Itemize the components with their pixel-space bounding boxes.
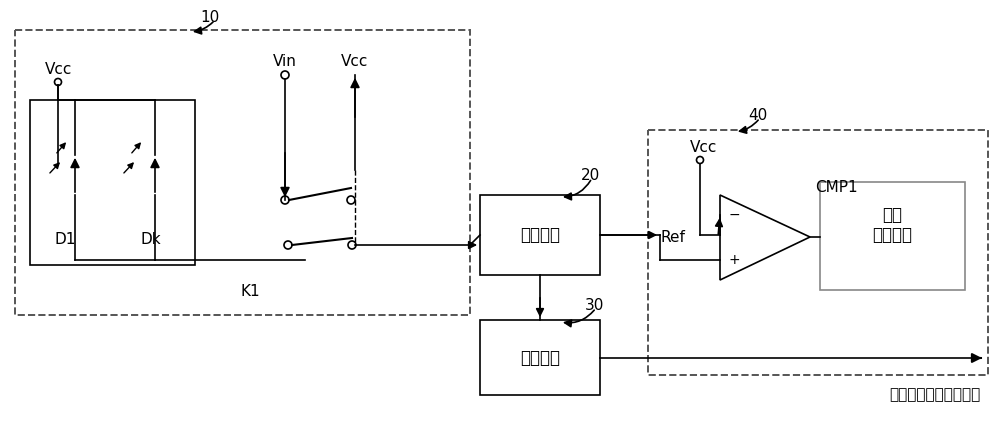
Text: K1: K1 [240, 285, 260, 300]
Text: 30: 30 [585, 298, 605, 313]
Text: Vcc: Vcc [690, 141, 717, 156]
Text: 声光
报警电路: 声光 报警电路 [872, 206, 912, 244]
Bar [480, 195, 600, 275]
Text: 驱动电路: 驱动电路 [520, 349, 560, 367]
Text: Ref: Ref [660, 230, 685, 245]
Text: 积分电路: 积分电路 [520, 226, 560, 244]
Text: Vcc: Vcc [341, 55, 369, 70]
Bar [480, 320, 600, 395]
Bar [648, 130, 988, 375]
Bar [15, 30, 470, 315]
Text: 40: 40 [748, 108, 768, 123]
Bar [820, 182, 965, 290]
Text: −: − [728, 208, 740, 222]
Text: 20: 20 [580, 168, 600, 182]
Text: CMP1: CMP1 [815, 179, 858, 194]
Text: 行场扫描之亮度输入端: 行场扫描之亮度输入端 [889, 387, 980, 402]
Text: +: + [728, 253, 740, 267]
Text: Vin: Vin [273, 55, 297, 70]
Bar [30, 100, 195, 265]
Text: D1: D1 [55, 233, 76, 248]
Text: 10: 10 [200, 10, 220, 25]
Text: Dk: Dk [140, 233, 161, 248]
Text: Vcc: Vcc [45, 62, 72, 77]
